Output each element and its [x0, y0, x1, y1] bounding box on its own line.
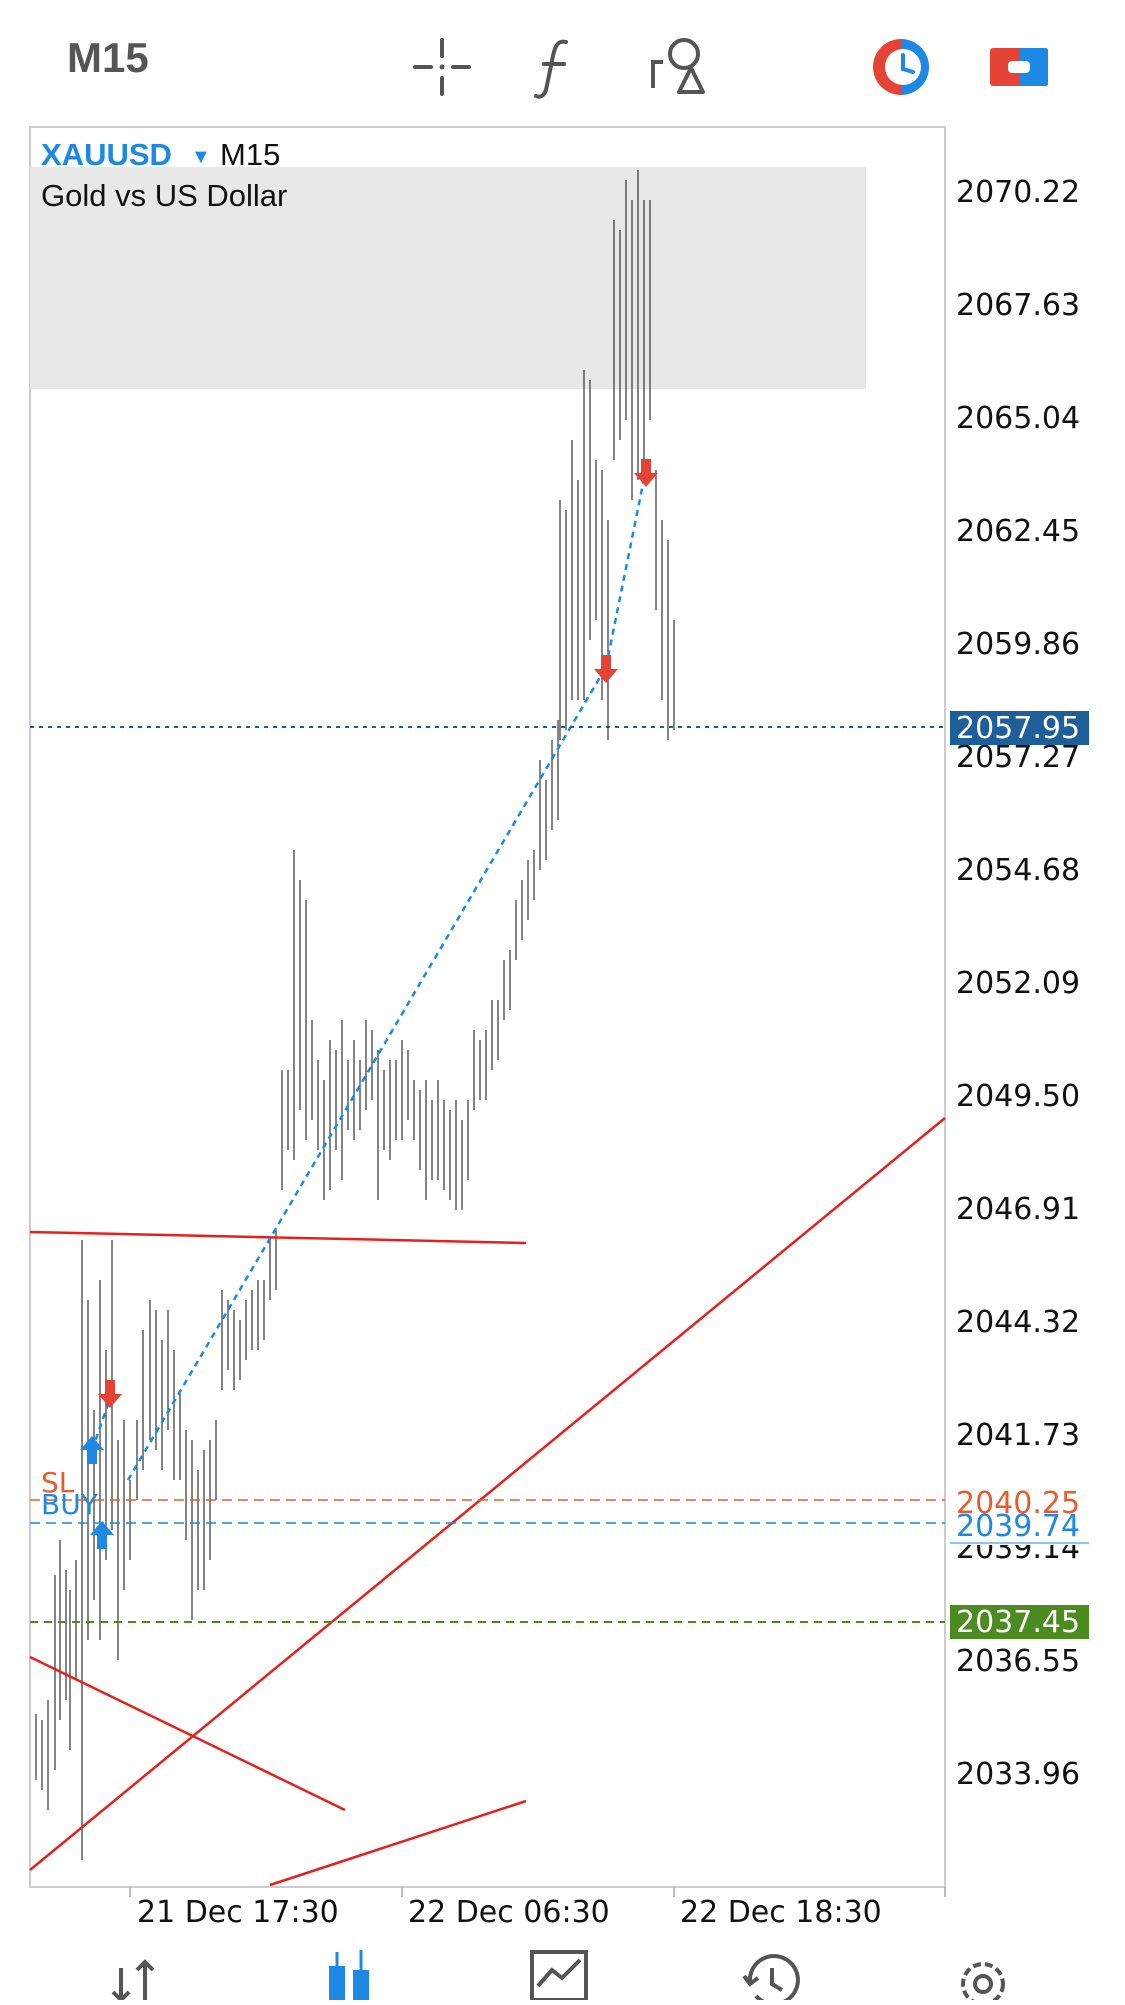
trendline-horizontal	[29, 1230, 527, 1245]
time-ticks	[129, 1887, 946, 1897]
price-label: 2046.91	[956, 1192, 1080, 1227]
price-label: 2041.73	[956, 1418, 1080, 1453]
trade-nav-icon[interactable]	[524, 1940, 594, 2002]
history-icon[interactable]	[736, 1940, 806, 2005]
chart-timeframe: M15	[220, 137, 281, 172]
price-chart[interactable]: SL BUY 2070.22 2067.63 2065.04 2062.45 2059.…	[0, 125, 1125, 1925]
price-bars	[35, 170, 675, 1860]
rectangle-object	[30, 167, 866, 389]
price-label: 2067.63	[956, 288, 1080, 323]
symbol-description: Gold vs US Dollar	[41, 178, 288, 213]
price-label: 2070.22	[956, 175, 1080, 210]
one-click-trading-icon[interactable]	[866, 32, 936, 102]
trade-paths	[90, 473, 647, 1481]
trendlines	[29, 1117, 946, 1887]
trade-icon[interactable]	[984, 32, 1054, 102]
price-label: 2052.09	[956, 966, 1080, 1001]
quotes-icon[interactable]	[103, 1940, 173, 2003]
price-label: 2054.68	[956, 853, 1080, 888]
buy-label: BUY	[41, 1488, 99, 1521]
buy-arrow-icon	[90, 1521, 114, 1549]
chart-icon[interactable]	[315, 1940, 385, 2000]
time-label: 22 Dec 18:30	[680, 1895, 882, 1925]
trendline-rising	[29, 1117, 946, 1871]
time-label: 22 Dec 06:30	[408, 1895, 610, 1925]
price-label: 2057.27	[956, 740, 1080, 775]
symbol-button[interactable]: XAUUSD	[41, 137, 172, 172]
price-labels: 2070.22 2067.63 2065.04 2062.45 2059.86 2057.…	[956, 175, 1080, 1792]
settings-icon[interactable]	[948, 1940, 1018, 2005]
price-label: 2059.86	[956, 627, 1080, 662]
top-toolbar: M15	[0, 0, 1125, 125]
crosshair-icon[interactable]	[407, 32, 477, 102]
tp-price: 2037.45	[956, 1605, 1080, 1640]
sl-price: 2040.25	[956, 1486, 1080, 1521]
price-label: 2033.96	[956, 1757, 1080, 1792]
indicators-icon[interactable]	[522, 32, 592, 102]
sl-label: SL	[41, 1466, 75, 1499]
bottom-navigation	[0, 1925, 1125, 2005]
tp-price-tag	[950, 1605, 1089, 1639]
time-label: 21 Dec 17:30	[137, 1895, 339, 1925]
trade-path-long	[126, 666, 608, 1481]
chart-canvas[interactable]: SL BUY 2070.22 2067.63 2065.04 2062.45 2059.…	[0, 125, 1125, 1925]
buy-price-mask	[950, 1527, 1089, 1545]
trendline-bottom	[269, 1799, 527, 1887]
trade-path-small	[90, 1398, 112, 1451]
price-scale	[946, 125, 1125, 1887]
symbol-dropdown-icon[interactable]: ▼	[191, 146, 211, 168]
current-price: 2057.95	[956, 711, 1080, 746]
trendline-falling	[29, 1655, 346, 1812]
price-label: 2036.55	[956, 1644, 1080, 1679]
timeframe-button[interactable]: M15	[67, 34, 149, 81]
price-label: 2062.45	[956, 514, 1080, 549]
sell-arrow-icon	[594, 655, 618, 683]
sell-arrow-icon	[98, 1380, 122, 1408]
objects-icon[interactable]	[643, 32, 713, 102]
plot-area	[29, 126, 946, 1888]
price-label: 2065.04	[956, 401, 1080, 436]
current-price-tag	[950, 711, 1089, 745]
price-label: 2044.32	[956, 1305, 1080, 1340]
trade-arrows	[80, 459, 658, 1549]
sell-arrow-icon	[634, 459, 658, 487]
buy-price: 2039.74	[956, 1509, 1080, 1544]
buy-arrow-icon	[80, 1436, 104, 1464]
price-label: 2049.50	[956, 1079, 1080, 1114]
